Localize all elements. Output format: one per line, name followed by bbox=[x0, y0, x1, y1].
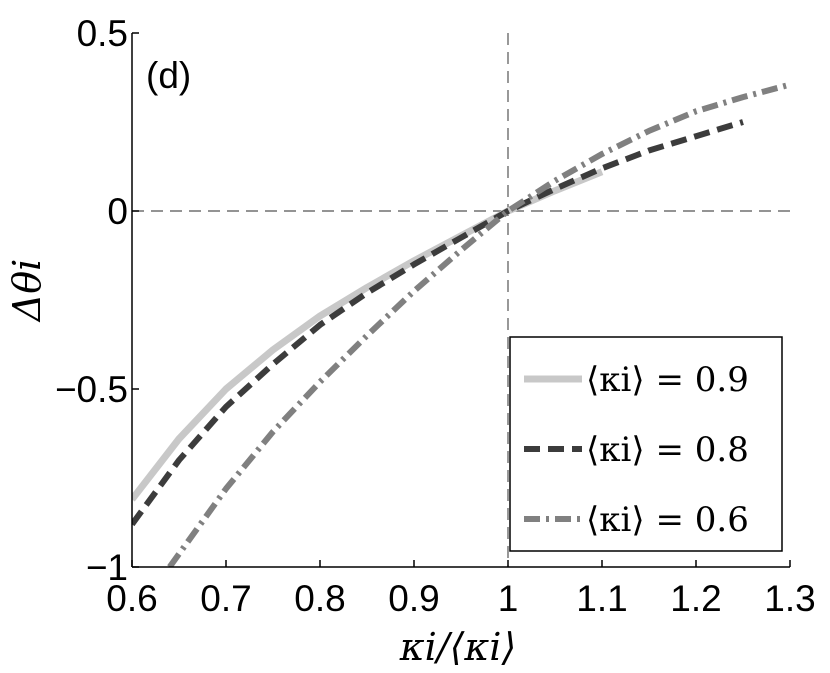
y-tick-label: 0.5 bbox=[77, 13, 128, 54]
legend-label-2: ⟨κi⟩ = 0.6 bbox=[586, 500, 749, 540]
x-tick-label: 1.2 bbox=[670, 578, 721, 619]
panel-label: (d) bbox=[146, 55, 191, 96]
legend-label-0: ⟨κi⟩ = 0.9 bbox=[586, 360, 749, 400]
y-tick-label: 0 bbox=[107, 191, 128, 232]
x-tick-label: 1.1 bbox=[576, 578, 627, 619]
legend: ⟨κi⟩ = 0.9 ⟨κi⟩ = 0.8 ⟨κi⟩ = 0.6 bbox=[509, 336, 783, 552]
x-tick-label: 1 bbox=[498, 578, 519, 619]
x-axis-label: κi/⟨κi⟩ bbox=[399, 625, 517, 669]
series-line-1 bbox=[132, 119, 744, 527]
x-tick-label: 1.3 bbox=[764, 578, 815, 619]
reference-lines bbox=[132, 33, 790, 567]
y-axis-label: Δθi bbox=[5, 259, 49, 323]
y-tick-label: −0.5 bbox=[55, 369, 128, 410]
x-tick-label: 0.6 bbox=[106, 578, 157, 619]
legend-label-1: ⟨κi⟩ = 0.8 bbox=[586, 430, 749, 470]
series-layer bbox=[132, 81, 790, 567]
series-line-2 bbox=[167, 81, 790, 567]
x-tick-label: 0.9 bbox=[388, 578, 439, 619]
x-tick-label: 0.7 bbox=[200, 578, 251, 619]
x-tick-label: 0.8 bbox=[294, 578, 345, 619]
y-tick-label: −1 bbox=[86, 547, 128, 588]
tick-labels: 0.6 0.7 0.8 0.9 1 1.1 1.2 1.3 0.5 0 −0.5 −1 bbox=[55, 13, 816, 619]
axes-frame bbox=[131, 32, 791, 568]
legend-box bbox=[509, 336, 783, 552]
